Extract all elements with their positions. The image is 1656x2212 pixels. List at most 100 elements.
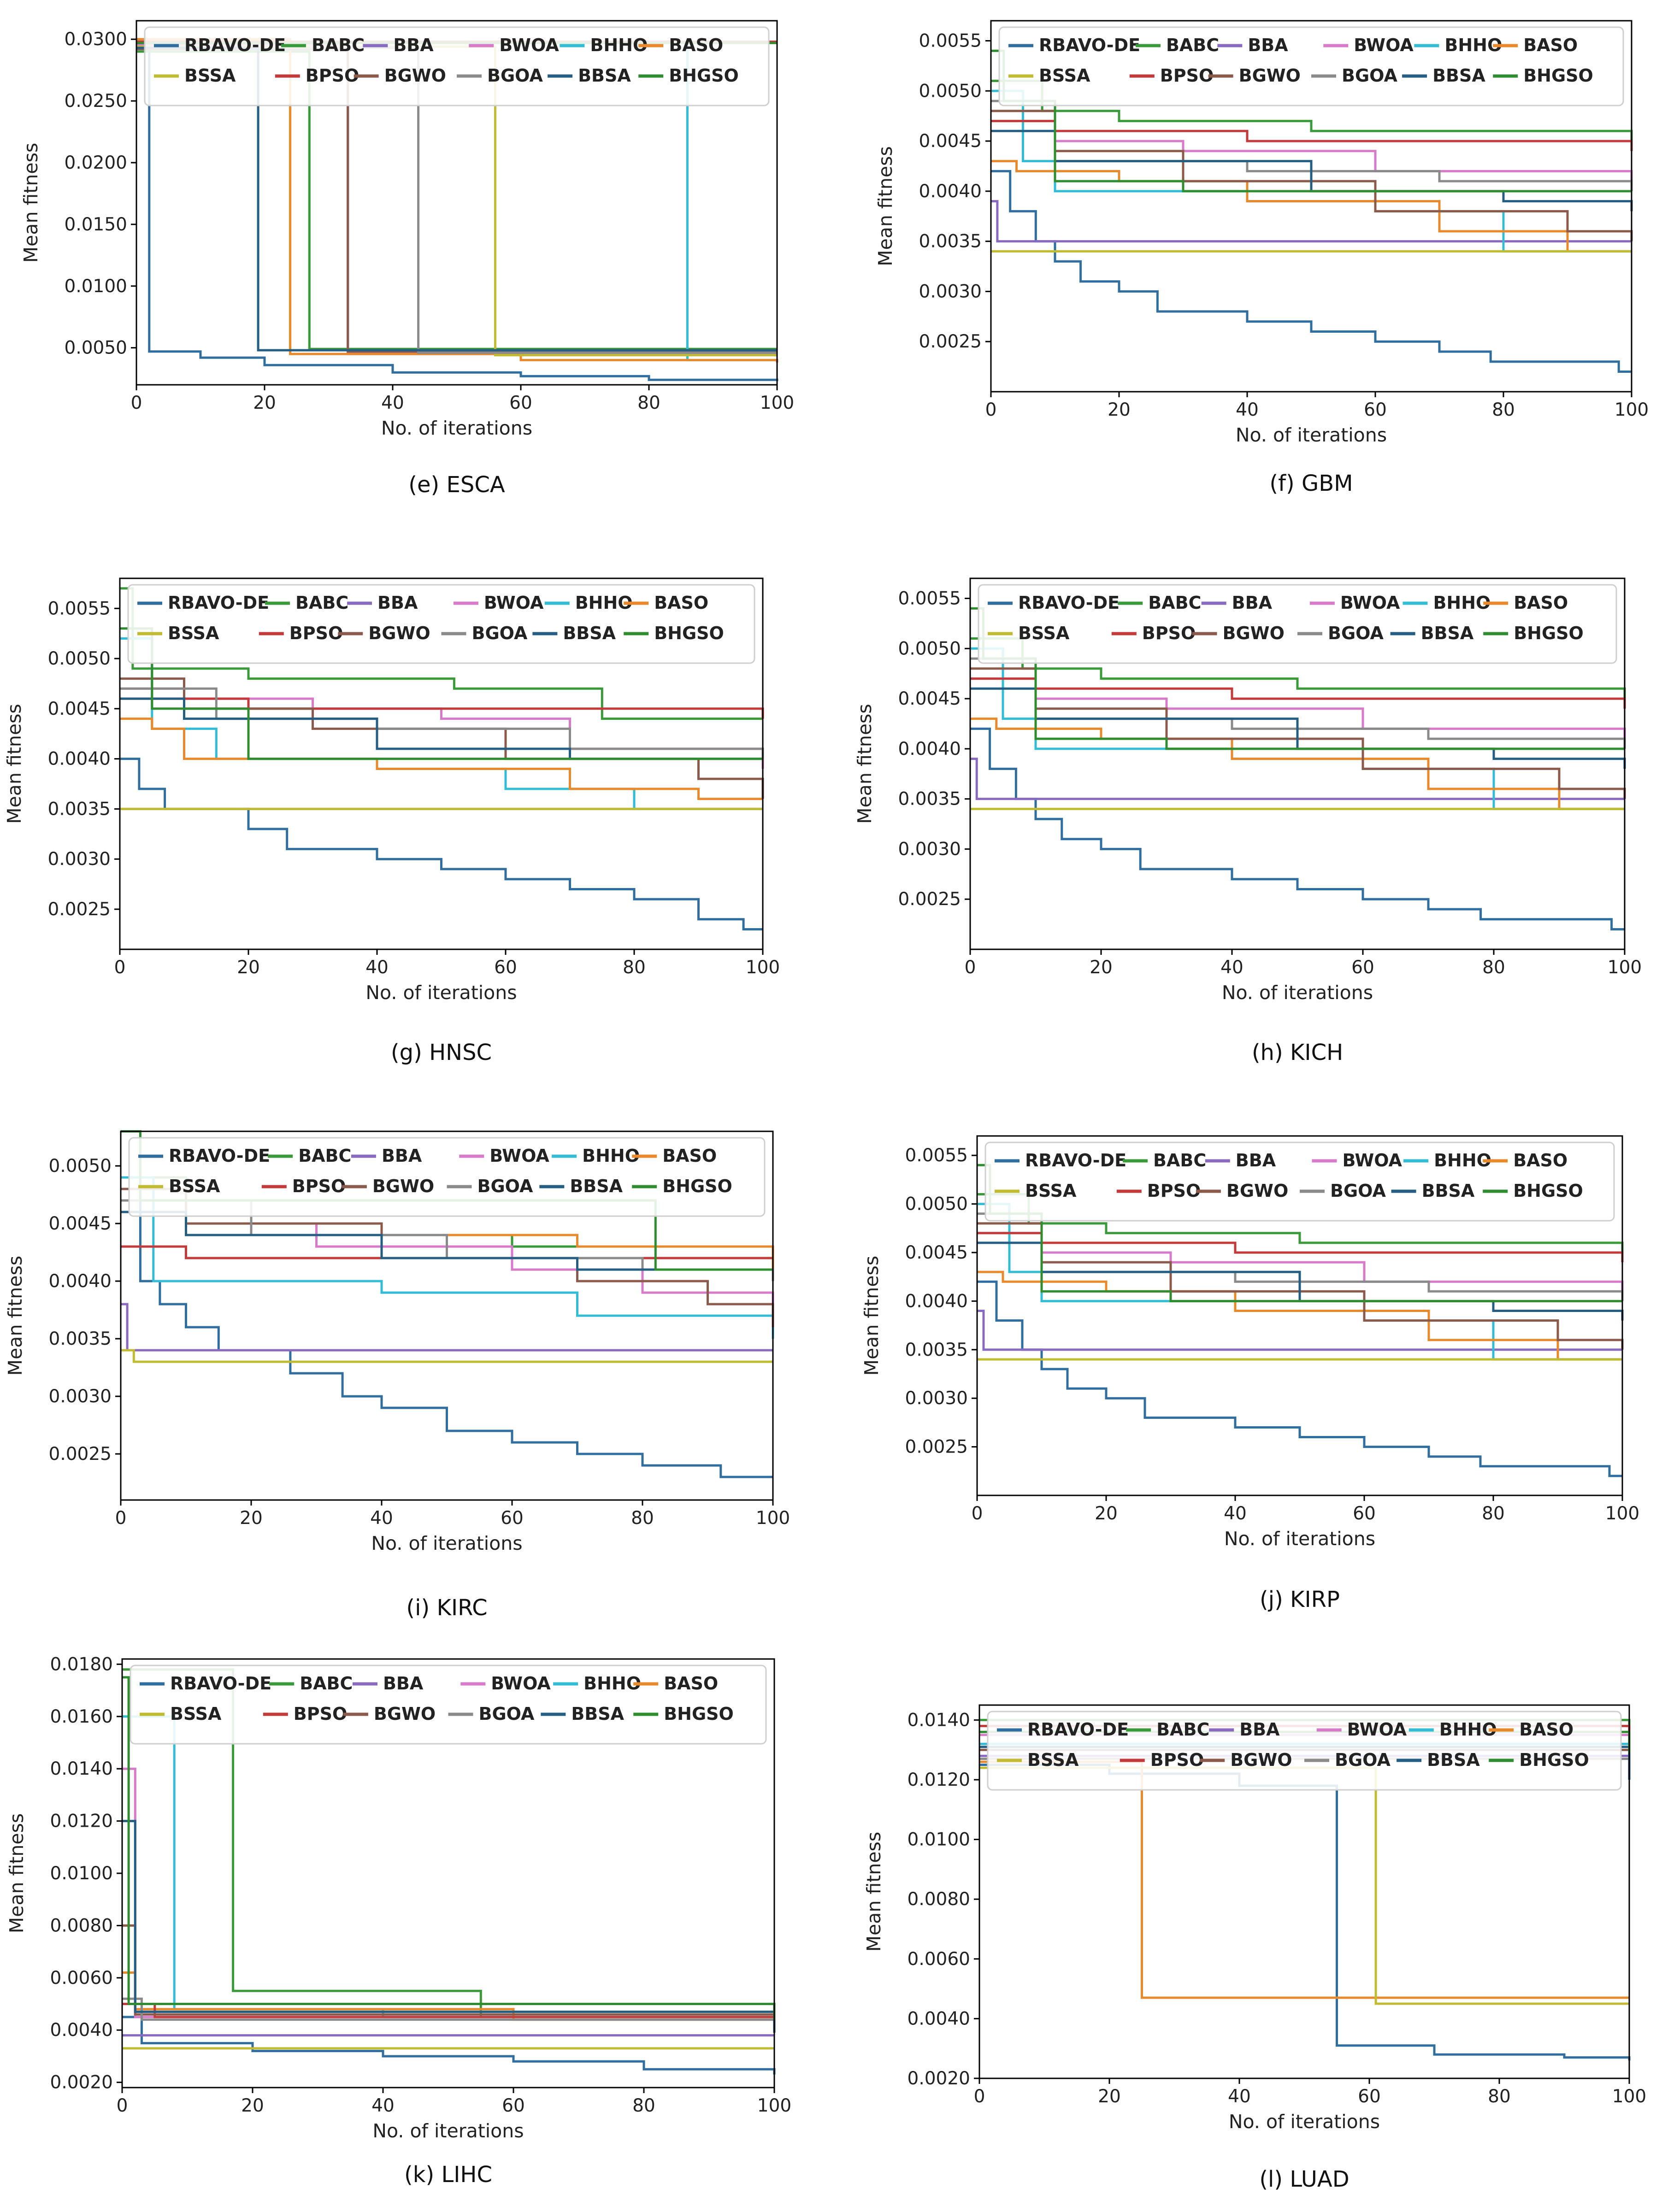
y-tick-label: 0.0045 <box>898 688 961 709</box>
plot-frame <box>978 1704 1630 2079</box>
legend-label-bhho: BHHO <box>590 35 648 55</box>
y-tick-label: 0.0030 <box>898 839 961 859</box>
x-tick-label: 20 <box>1098 2086 1121 2107</box>
series-line-bba <box>121 1303 773 1352</box>
legend-label-bba: BBA <box>383 1673 424 1694</box>
y-tick-label: 0.0200 <box>65 153 127 173</box>
y-tick-label: 0.0140 <box>50 1759 113 1779</box>
y-tick-label: 0.0025 <box>905 1437 968 1458</box>
legend-label-babc: BABC <box>1166 35 1219 55</box>
chart-e: 0 20 40 60 80 100 0.0050 0.0100 0.0150 0.0200 0.02… <box>20 20 794 498</box>
legend-label-bgoa: BGOA <box>472 623 528 643</box>
series-line-bba <box>970 758 1625 800</box>
y-axis-label: Mean fitness <box>3 704 25 824</box>
chart-j: 0 20 40 60 80 100 0.0025 0.0030 0.0035 0.0040 0.00… <box>860 1135 1639 1612</box>
series-line-bba <box>991 200 1632 243</box>
chart-caption: (h) KICH <box>1252 1040 1343 1065</box>
legend-label-bbsa: BBSA <box>570 1176 623 1196</box>
series-line-bwoa <box>122 1767 776 2023</box>
y-tick-label: 0.0040 <box>49 1271 112 1292</box>
series-line-rbavo-de <box>120 758 763 930</box>
legend-label-baso: BASO <box>669 35 723 55</box>
legend-label-bbsa: BBSA <box>1427 1750 1480 1770</box>
legend-label-bbsa: BBSA <box>1422 1181 1475 1201</box>
legend-label-babc: BABC <box>312 35 365 55</box>
y-tick-label: 0.0180 <box>50 1654 113 1675</box>
x-tick-label: 40 <box>371 2095 395 2116</box>
x-tick-label: 0 <box>115 1508 127 1529</box>
x-axis-label: No. of iterations <box>1222 982 1373 1004</box>
legend-label-bbsa: BBSA <box>571 1704 624 1724</box>
y-tick-label: 0.0040 <box>919 181 982 202</box>
legend-label-bgwo: BGWO <box>1226 1181 1288 1201</box>
x-tick-label: 40 <box>381 393 404 413</box>
x-tick-label: 60 <box>494 957 517 978</box>
legend-label-bgwo: BGWO <box>1223 623 1285 643</box>
x-tick-label: 20 <box>1090 957 1113 978</box>
x-tick-label: 40 <box>365 957 389 978</box>
plot-frame <box>969 577 1626 950</box>
legend-label-bgoa: BGOA <box>1328 623 1384 643</box>
y-tick-label: 0.0030 <box>919 281 982 302</box>
y-axis-label: Mean fitness <box>4 1256 26 1376</box>
legend-label-rbavo-de: RBAVO-DE <box>1018 593 1120 613</box>
legend-label-bhgso: BHGSO <box>669 65 739 86</box>
x-tick-label: 40 <box>1236 400 1259 420</box>
y-tick-label: 0.0300 <box>65 29 127 50</box>
legend-label-bwoa: BWOA <box>1354 35 1414 55</box>
legend-label-bgoa: BGOA <box>487 65 543 86</box>
y-tick-label: 0.0035 <box>49 1329 112 1349</box>
y-tick-label: 0.0040 <box>48 749 111 770</box>
legend-label-bhgso: BHGSO <box>662 1176 732 1196</box>
legend-label-bpso: BPSO <box>1160 65 1214 86</box>
y-axis-label: Mean fitness <box>6 1813 28 1934</box>
y-tick-label: 0.0060 <box>50 1968 113 1988</box>
chart-caption: (e) ESCA <box>408 472 505 498</box>
chart-caption: (g) HNSC <box>391 1040 492 1065</box>
y-tick-label: 0.0035 <box>919 231 982 252</box>
x-tick-label: 20 <box>241 2095 264 2116</box>
plot-frame <box>976 1135 1623 1496</box>
y-tick-label: 0.0250 <box>65 91 127 112</box>
legend-label-baso: BASO <box>1519 1719 1573 1740</box>
legend-label-bwoa: BWOA <box>1340 593 1400 613</box>
x-tick-label: 20 <box>237 957 260 978</box>
y-tick-label: 0.0080 <box>908 1889 970 1910</box>
legend-label-bhho: BHHO <box>582 1146 640 1166</box>
y-tick-label: 0.0020 <box>50 2072 113 2093</box>
x-tick-label: 60 <box>1353 1503 1376 1524</box>
y-tick-label: 0.0100 <box>50 1863 113 1884</box>
y-tick-label: 0.0055 <box>48 598 111 619</box>
x-axis-label: No. of iterations <box>365 982 517 1004</box>
legend-label-bpso: BPSO <box>1142 623 1196 643</box>
y-tick-label: 0.0050 <box>905 1194 968 1215</box>
chart-g: 0 20 40 60 80 100 0.0025 0.0030 0.0035 0.0040 0.00… <box>3 577 780 1065</box>
legend-label-rbavo-de: RBAVO-DE <box>1027 1719 1129 1740</box>
x-axis-label: No. of iterations <box>372 2120 524 2142</box>
y-tick-label: 0.0035 <box>898 789 961 810</box>
y-tick-label: 0.0045 <box>905 1242 968 1263</box>
series-line-bhho <box>120 637 763 810</box>
x-tick-label: 80 <box>637 393 660 413</box>
plot-frame <box>990 20 1632 393</box>
legend-label-bgwo: BGWO <box>1230 1750 1292 1770</box>
series-line-bwoa <box>121 1211 774 1316</box>
series-line-bgwo <box>122 1924 776 2030</box>
legend-label-bgoa: BGOA <box>477 1176 533 1196</box>
x-tick-label: 100 <box>1615 400 1649 420</box>
y-tick-label: 0.0045 <box>919 131 982 152</box>
legend-label-bpso: BPSO <box>306 65 359 86</box>
x-tick-label: 100 <box>1612 2086 1646 2107</box>
legend-label-baso: BASO <box>1514 593 1568 613</box>
y-tick-label: 0.0050 <box>898 638 961 659</box>
chart-i: 0 20 40 60 80 100 0.0025 0.0030 0.0035 0.0040 0.00… <box>4 1130 790 1621</box>
y-tick-label: 0.0120 <box>908 1770 970 1790</box>
x-tick-label: 100 <box>1605 1503 1639 1524</box>
series-line-bba <box>977 1310 1622 1351</box>
legend-label-bhgso: BHGSO <box>1513 1181 1583 1201</box>
y-tick-label: 0.0140 <box>908 1710 970 1730</box>
y-tick-label: 0.0040 <box>898 739 961 759</box>
legend-label-bgoa: BGOA <box>1330 1181 1386 1201</box>
series-line-bbsa <box>120 697 763 760</box>
series-line-baso <box>120 718 763 800</box>
